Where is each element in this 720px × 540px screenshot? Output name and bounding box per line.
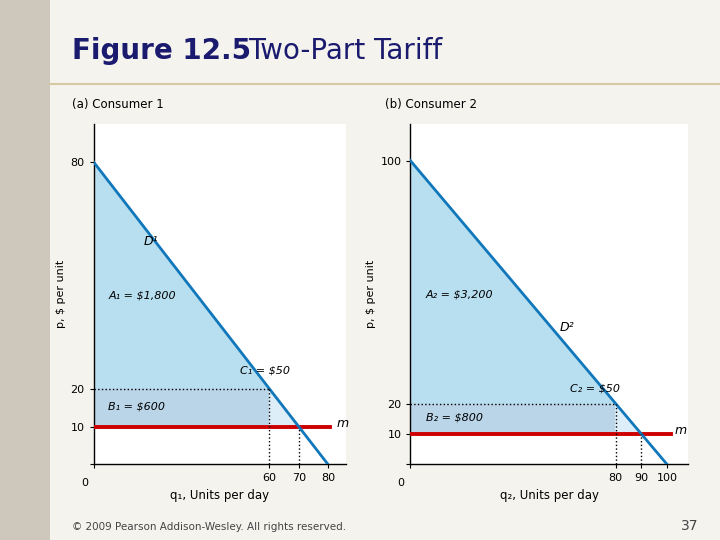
Text: 0: 0 (397, 478, 404, 488)
Text: D¹: D¹ (143, 235, 158, 248)
Text: D²: D² (559, 321, 574, 334)
Text: m: m (337, 416, 349, 430)
Text: 0: 0 (81, 478, 89, 488)
X-axis label: q₂, Units per day: q₂, Units per day (500, 489, 598, 502)
Text: © 2009 Pearson Addison-Wesley. All rights reserved.: © 2009 Pearson Addison-Wesley. All right… (72, 522, 346, 531)
Text: A₁ = $1,800: A₁ = $1,800 (108, 290, 176, 300)
Text: (b) Consumer 2: (b) Consumer 2 (385, 98, 477, 111)
Text: C₂ = $50: C₂ = $50 (570, 383, 619, 394)
Text: C₁ = $50: C₁ = $50 (240, 366, 290, 376)
Text: Figure 12.5: Figure 12.5 (72, 37, 251, 65)
Polygon shape (616, 404, 642, 434)
Text: B₁ = $600: B₁ = $600 (108, 402, 166, 411)
Text: B₂ = $800: B₂ = $800 (426, 413, 483, 422)
Text: A₂ = $3,200: A₂ = $3,200 (426, 289, 493, 299)
Text: 37: 37 (681, 519, 698, 534)
Polygon shape (269, 389, 299, 427)
Text: m: m (675, 424, 687, 437)
Text: Two-Part Tariff: Two-Part Tariff (248, 37, 443, 65)
Y-axis label: p, $ per unit: p, $ per unit (366, 260, 377, 328)
Text: (a) Consumer 1: (a) Consumer 1 (72, 98, 163, 111)
X-axis label: q₁, Units per day: q₁, Units per day (170, 489, 269, 502)
Y-axis label: p, $ per unit: p, $ per unit (56, 260, 66, 328)
